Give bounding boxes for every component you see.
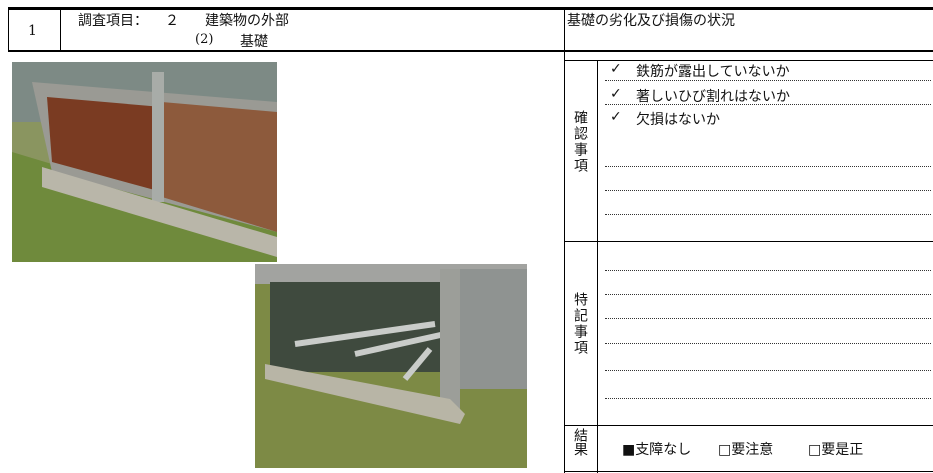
main-divider [564, 8, 565, 473]
label-divider [597, 60, 598, 473]
left-border [8, 8, 9, 52]
section-line [564, 425, 933, 426]
number-divider [60, 8, 61, 52]
dotted-line [605, 294, 931, 295]
result-option: □要是正 [808, 442, 864, 458]
section-line [564, 60, 933, 61]
dotted-line [605, 214, 931, 215]
section-line [564, 241, 933, 242]
result-option: ■支障なし [622, 442, 692, 458]
dotted-line [605, 80, 931, 81]
check-item: 著しいひび割れはないか [636, 89, 790, 105]
item-no: ２ [165, 13, 179, 29]
dotted-line [605, 343, 931, 344]
check-mark: ✓ [610, 61, 622, 77]
dotted-line [605, 270, 931, 271]
top-border [8, 7, 933, 10]
dotted-line [605, 104, 931, 105]
dotted-line [605, 166, 931, 167]
check-item: 欠損はないか [636, 112, 720, 128]
item-number: 1 [28, 23, 37, 39]
item-name: 建築物の外部 [205, 13, 289, 29]
item-label: 調査項目： [78, 13, 148, 29]
notes-label: 特記事項 [572, 292, 588, 356]
photo [12, 62, 277, 262]
sub-no: (2) [195, 32, 214, 47]
result-option: □要注意 [718, 442, 774, 458]
header-bottom [8, 50, 933, 52]
dotted-line [605, 318, 931, 319]
section-line [564, 471, 933, 472]
check-item: 鉄筋が露出していないか [636, 64, 790, 80]
dotted-line [605, 190, 931, 191]
result-label: 結果 [572, 428, 588, 456]
dotted-line [605, 398, 931, 399]
check-mark: ✓ [610, 86, 622, 102]
section-title: 基礎の劣化及び損傷の状況 [567, 13, 735, 29]
check-label: 確認事項 [572, 110, 588, 174]
sub-name: 基礎 [240, 34, 268, 50]
photo [255, 264, 527, 468]
dotted-line [605, 370, 931, 371]
check-mark: ✓ [610, 109, 622, 125]
